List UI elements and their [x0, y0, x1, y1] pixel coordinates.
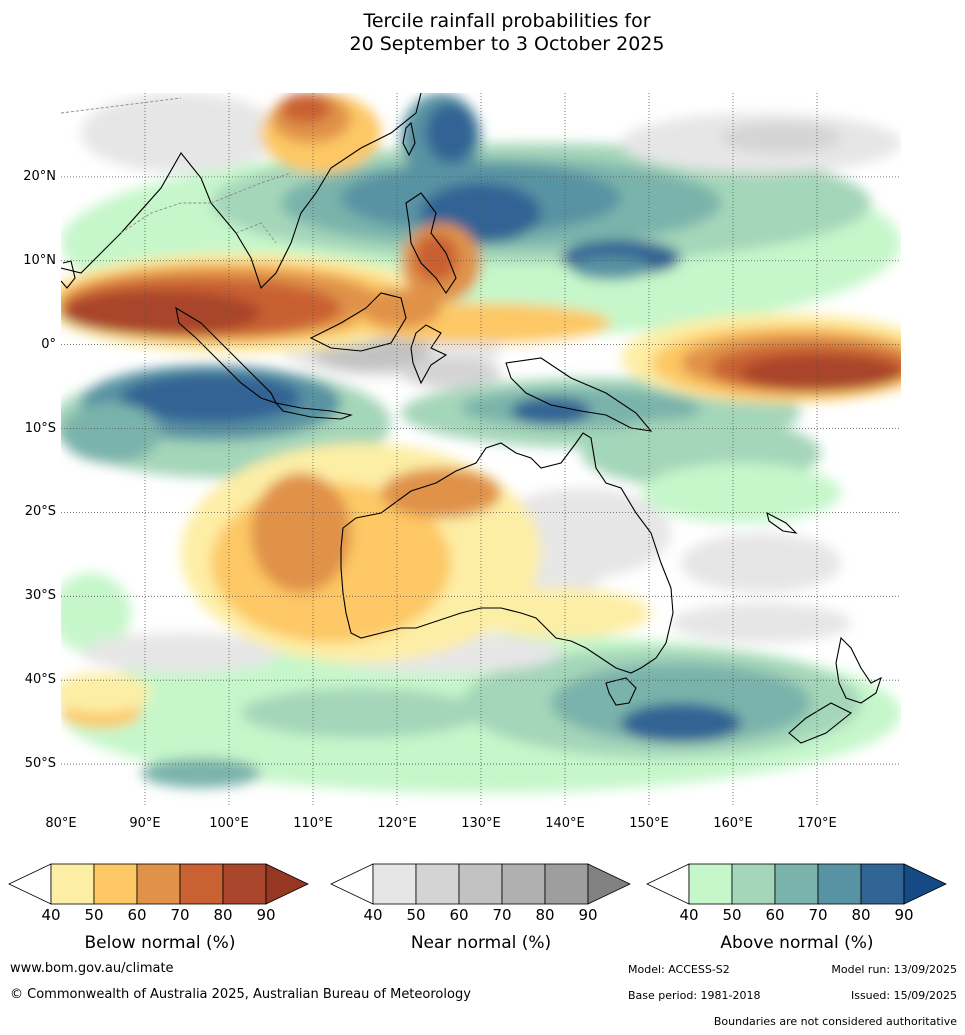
colorbar-segment	[50, 863, 95, 905]
colorbar-segment	[688, 863, 733, 905]
colorbar-high-extension	[265, 863, 309, 905]
colorbar-tick-label: 50	[722, 906, 742, 924]
colorbar-low-extension	[330, 863, 374, 905]
colorbar-tick-label: 80	[851, 906, 871, 924]
colorbar-low-extension	[8, 863, 52, 905]
lat-tick-label: 50°S	[24, 756, 56, 772]
new-zealand-south-coastline	[788, 702, 853, 744]
colorbar-segment	[774, 863, 819, 905]
website-link[interactable]: www.bom.gov.au/climate	[10, 961, 174, 976]
lat-tick-label: 20°S	[24, 504, 56, 520]
java-coastline	[274, 402, 353, 420]
new-zealand-north-coastline	[835, 636, 882, 704]
lon-tick-label: 150°E	[629, 816, 669, 831]
lon-tick-label: 100°E	[209, 816, 249, 831]
copyright-notice: © Commonwealth of Australia 2025, Austra…	[10, 987, 471, 1002]
lon-tick-label: 160°E	[713, 816, 753, 831]
below-normal-field	[61, 93, 901, 728]
sri-lanka-coastline	[61, 260, 76, 289]
colorbar-segment	[222, 863, 267, 905]
lon-tick-label: 130°E	[461, 816, 501, 831]
mainland-asia-coastline	[61, 93, 422, 290]
colorbar-label-near: Near normal (%)	[410, 933, 552, 953]
philippines-coastline	[405, 192, 457, 294]
model-name: Model: ACCESS-S2	[628, 963, 730, 976]
colorbar-segment	[501, 863, 546, 905]
colorbar-high-extension	[587, 863, 631, 905]
issued-date: Issued: 15/09/2025	[850, 989, 957, 1002]
lat-tick-label: 20°N	[23, 168, 56, 184]
colorbar-tick-label: 40	[41, 906, 61, 924]
lon-tick-label: 90°E	[129, 816, 161, 831]
colorbar-tick-label: 70	[170, 906, 190, 924]
sulawesi-coastline	[410, 324, 448, 385]
colorbar-tick-label: 70	[808, 906, 828, 924]
colorbar-tick-label: 50	[84, 906, 104, 924]
lon-tick-label: 170°E	[797, 816, 837, 831]
colorbar-segment	[731, 863, 776, 905]
colorbar-tick-label: 60	[449, 906, 469, 924]
colorbar-tick-label: 70	[492, 906, 512, 924]
lat-tick-label: 0°	[41, 336, 56, 352]
sumatra-coastline	[175, 306, 278, 404]
colorbar-tick-label: 40	[679, 906, 699, 924]
gridlines	[61, 93, 901, 806]
map-title: Tercile rainfall probabilities for 20 Se…	[349, 10, 665, 55]
coastlines	[61, 93, 882, 744]
lat-tick-label: 40°S	[24, 672, 56, 688]
colorbar-segment	[458, 863, 503, 905]
colorbar-segment	[415, 863, 460, 905]
base-period: Base period: 1981-2018	[628, 989, 761, 1002]
colorbar-tick-label: 60	[127, 906, 147, 924]
colorbar-near-normal	[330, 863, 631, 905]
colorbar-below-normal	[8, 863, 309, 905]
colorbar-tick-label: 60	[765, 906, 785, 924]
lat-tick-label: 30°S	[24, 588, 56, 604]
boundaries-disclaimer: Boundaries are not considered authoritat…	[713, 1015, 957, 1028]
borneo-coastline	[309, 292, 407, 352]
colorbar-tick-label: 90	[894, 906, 914, 924]
australia-coastline	[340, 432, 674, 674]
colorbar-tick-label: 40	[363, 906, 383, 924]
colorbar-above-normal	[646, 863, 947, 905]
rainfall-probability-map	[61, 93, 901, 806]
lon-tick-label: 140°E	[545, 816, 585, 831]
colorbar-segment	[93, 863, 138, 905]
colorbar-label-above: Above normal (%)	[720, 933, 874, 953]
colorbar-high-extension	[903, 863, 947, 905]
lon-tick-label: 120°E	[377, 816, 417, 831]
above-normal-field	[61, 93, 901, 793]
colorbar-tick-label: 80	[535, 906, 555, 924]
colorbar-segment	[372, 863, 417, 905]
lon-tick-label: 80°E	[45, 816, 77, 831]
colorbar-segment	[860, 863, 905, 905]
lat-tick-label: 10°N	[23, 252, 56, 268]
taiwan-coastline	[402, 121, 416, 157]
colorbar-low-extension	[646, 863, 690, 905]
tasmania-coastline	[605, 677, 637, 706]
model-run-date: Model run: 13/09/2025	[831, 963, 957, 976]
country-borders	[61, 97, 292, 244]
lon-tick-label: 110°E	[293, 816, 333, 831]
colorbar-tick-label: 50	[406, 906, 426, 924]
colorbar-tick-label: 90	[256, 906, 276, 924]
colorbar-label-below: Below normal (%)	[84, 933, 236, 953]
colorbar-tick-label: 80	[213, 906, 233, 924]
colorbar-segment	[817, 863, 862, 905]
lat-tick-label: 10°S	[24, 420, 56, 436]
colorbar-segment	[179, 863, 224, 905]
colorbar-tick-label: 90	[578, 906, 598, 924]
new-caledonia-coastline	[766, 511, 798, 534]
new-guinea-coastline	[505, 357, 653, 432]
colorbar-segment	[544, 863, 589, 905]
colorbar-segment	[136, 863, 181, 905]
